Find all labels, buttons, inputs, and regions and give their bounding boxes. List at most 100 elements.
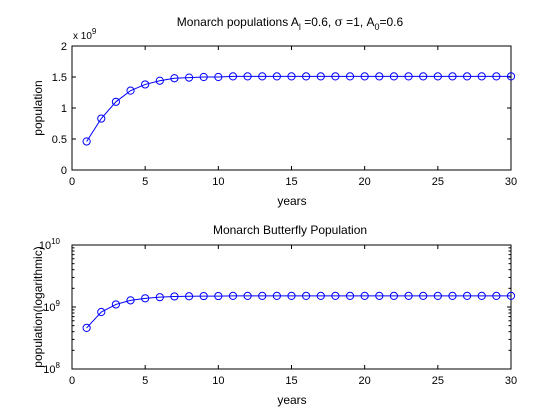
x-tick-label: 20	[359, 176, 371, 188]
data-point	[126, 296, 135, 305]
series-path	[86, 295, 511, 329]
data-point	[492, 72, 501, 81]
data-point	[375, 291, 384, 300]
data-point	[97, 114, 106, 123]
data-point	[243, 72, 252, 81]
data-point	[141, 80, 150, 89]
x-tick-label: 20	[359, 375, 371, 387]
data-point	[477, 72, 486, 81]
plot-area	[71, 244, 512, 370]
x-tick-label: 5	[142, 176, 148, 188]
y-tick-label: 2	[61, 41, 67, 53]
data-point	[463, 291, 472, 300]
data-point	[170, 292, 179, 301]
y-axis-ticks: 0 0.5 1 1.5 2	[52, 41, 511, 177]
x-tick-label: 25	[432, 176, 444, 188]
data-point	[155, 76, 164, 85]
x-axis-ticks: 0 5 10 15 20 25 30	[69, 46, 517, 188]
data-point	[199, 72, 208, 82]
x-tick-label: 25	[432, 375, 444, 387]
data-point	[243, 291, 252, 300]
y-axis-label: population(logarithmic)	[31, 246, 45, 367]
plot-area	[71, 45, 512, 171]
x-tick-label: 15	[285, 176, 297, 188]
data-point	[228, 72, 238, 81]
x-tick-label: 0	[69, 176, 75, 188]
data-point	[214, 72, 223, 82]
data-point	[316, 72, 325, 81]
data-point	[506, 291, 516, 300]
data-point	[389, 72, 399, 81]
y-axis-ticks: 108 109 1010	[39, 237, 511, 376]
data-point	[199, 291, 208, 301]
data-point	[375, 72, 384, 81]
data-point	[492, 291, 501, 300]
data-point	[360, 291, 369, 300]
data-point	[141, 294, 150, 303]
data-point	[272, 291, 281, 300]
data-point	[97, 307, 106, 317]
data-point	[258, 291, 267, 300]
series-line	[82, 291, 516, 333]
data-point	[302, 291, 311, 300]
data-point	[419, 291, 428, 300]
x-axis-label: years	[277, 393, 306, 407]
x-tick-label: 10	[212, 176, 224, 188]
x-tick-label: 15	[285, 375, 297, 387]
chart-linear: Monarch populations Al =0.6, σ =1, A0=0.…	[31, 15, 517, 208]
data-point	[82, 323, 91, 333]
data-point	[404, 291, 413, 300]
data-point	[477, 291, 486, 300]
data-point	[448, 291, 457, 300]
data-point	[360, 72, 369, 81]
data-point	[463, 72, 472, 81]
x-tick-label: 5	[142, 375, 148, 387]
x-tick-label: 30	[505, 375, 517, 387]
data-point	[287, 291, 296, 300]
x-tick-label: 30	[505, 176, 517, 188]
series-path	[86, 75, 511, 142]
y-tick-label: 0	[61, 165, 67, 177]
data-point	[272, 72, 281, 81]
data-point	[404, 72, 413, 81]
x-axis-label: years	[277, 194, 306, 208]
chart-log: Monarch Butterfly Population 0 5 10 15 20 25 3…	[31, 223, 517, 407]
x-axis-ticks: 0 5 10 15 20 25 30	[69, 245, 517, 387]
data-point	[82, 137, 91, 146]
data-point	[184, 292, 194, 301]
chart-title: Monarch Butterfly Population	[213, 223, 367, 237]
x-tick-label: 0	[69, 375, 75, 387]
data-point	[345, 72, 355, 81]
data-point	[170, 74, 179, 83]
data-point	[506, 72, 516, 81]
data-point	[419, 72, 428, 81]
data-point	[228, 291, 238, 300]
data-point	[433, 72, 442, 81]
series-line	[82, 72, 516, 146]
data-point	[345, 291, 355, 300]
data-point	[111, 97, 121, 106]
data-point	[316, 291, 325, 300]
data-point	[448, 72, 457, 81]
data-point	[302, 72, 311, 81]
y-tick-label: 109	[43, 299, 60, 314]
y-tick-label: 1010	[39, 237, 61, 252]
data-point	[331, 72, 340, 81]
data-point	[155, 293, 164, 302]
y-tick-label: 108	[43, 361, 60, 376]
y-axis-label: population	[31, 80, 45, 135]
data-point	[126, 86, 135, 95]
data-point	[258, 72, 267, 81]
chart-title: Monarch populations Al =0.6, σ =1, A0=0.…	[177, 15, 404, 32]
x-tick-label: 10	[212, 375, 224, 387]
data-point	[433, 291, 442, 300]
data-point	[111, 300, 121, 309]
data-point	[389, 291, 399, 300]
y-tick-label: 1.5	[52, 72, 67, 84]
data-point	[287, 72, 296, 81]
y-tick-label: 0.5	[52, 134, 67, 146]
data-point	[214, 291, 223, 301]
y-tick-label: 1	[61, 103, 67, 115]
data-point	[331, 291, 340, 300]
